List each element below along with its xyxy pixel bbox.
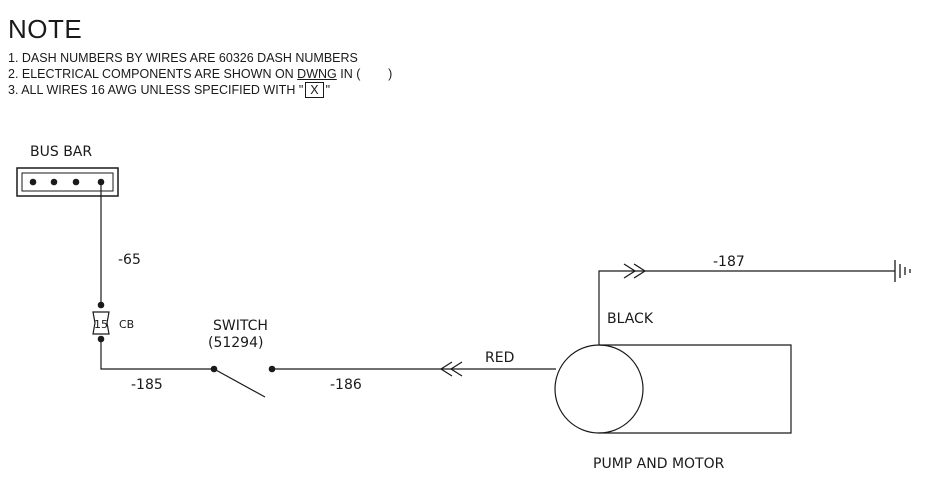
connector-symbol-red: [439, 361, 463, 377]
pump-motor: [554, 344, 792, 434]
note-line-1-text: 1. DASH NUMBERS BY WIRES ARE 60326 DASH …: [8, 51, 358, 65]
red-wire-label: RED: [485, 350, 514, 366]
wire-187: [598, 270, 895, 345]
note-line-2-prefix: 2. ELECTRICAL COMPONENTS ARE SHOWN ON: [8, 67, 298, 81]
note-line-1: 1. DASH NUMBERS BY WIRES ARE 60326 DASH …: [8, 50, 392, 66]
pump-motor-label: PUMP AND MOTOR: [593, 456, 725, 472]
note-line-3-box-marker: X: [305, 82, 324, 98]
notes-block: NOTE 1. DASH NUMBERS BY WIRES ARE 60326 …: [8, 14, 392, 98]
wire-65-label: -65: [118, 252, 141, 268]
wire-187-label: -187: [713, 254, 745, 270]
bus-bar-terminal-1: [29, 178, 37, 186]
note-line-2-suffix: IN ( ): [336, 67, 393, 81]
circuit-breaker-label: CB: [119, 318, 134, 331]
bus-bar-terminal-2: [50, 178, 58, 186]
switch: [210, 365, 276, 398]
ground-icon: [894, 260, 911, 282]
switch-part-number: (51294): [208, 335, 263, 351]
note-line-3: 3. ALL WIRES 16 AWG UNLESS SPECIFIED WIT…: [8, 82, 392, 98]
bus-bar: [16, 167, 119, 197]
wire-185: [100, 339, 214, 370]
connector-symbol-black: [623, 263, 647, 279]
wire-185-label: -185: [131, 377, 163, 393]
note-line-2: 2. ELECTRICAL COMPONENTS ARE SHOWN ON DW…: [8, 66, 392, 82]
bus-bar-terminal-3: [72, 178, 80, 186]
note-line-3-prefix: 3. ALL WIRES 16 AWG UNLESS SPECIFIED WIT…: [8, 83, 304, 97]
note-line-2-drawing-ref: DWNG: [297, 67, 337, 81]
black-wire-label: BLACK: [607, 311, 654, 327]
bus-bar-label: BUS BAR: [30, 144, 92, 160]
circuit-breaker-rating: 15: [94, 318, 108, 331]
note-line-3-suffix: ": [325, 83, 331, 97]
wire-186-label: -186: [330, 377, 362, 393]
switch-label: SWITCH: [213, 318, 268, 334]
note-title: NOTE: [8, 14, 83, 44]
